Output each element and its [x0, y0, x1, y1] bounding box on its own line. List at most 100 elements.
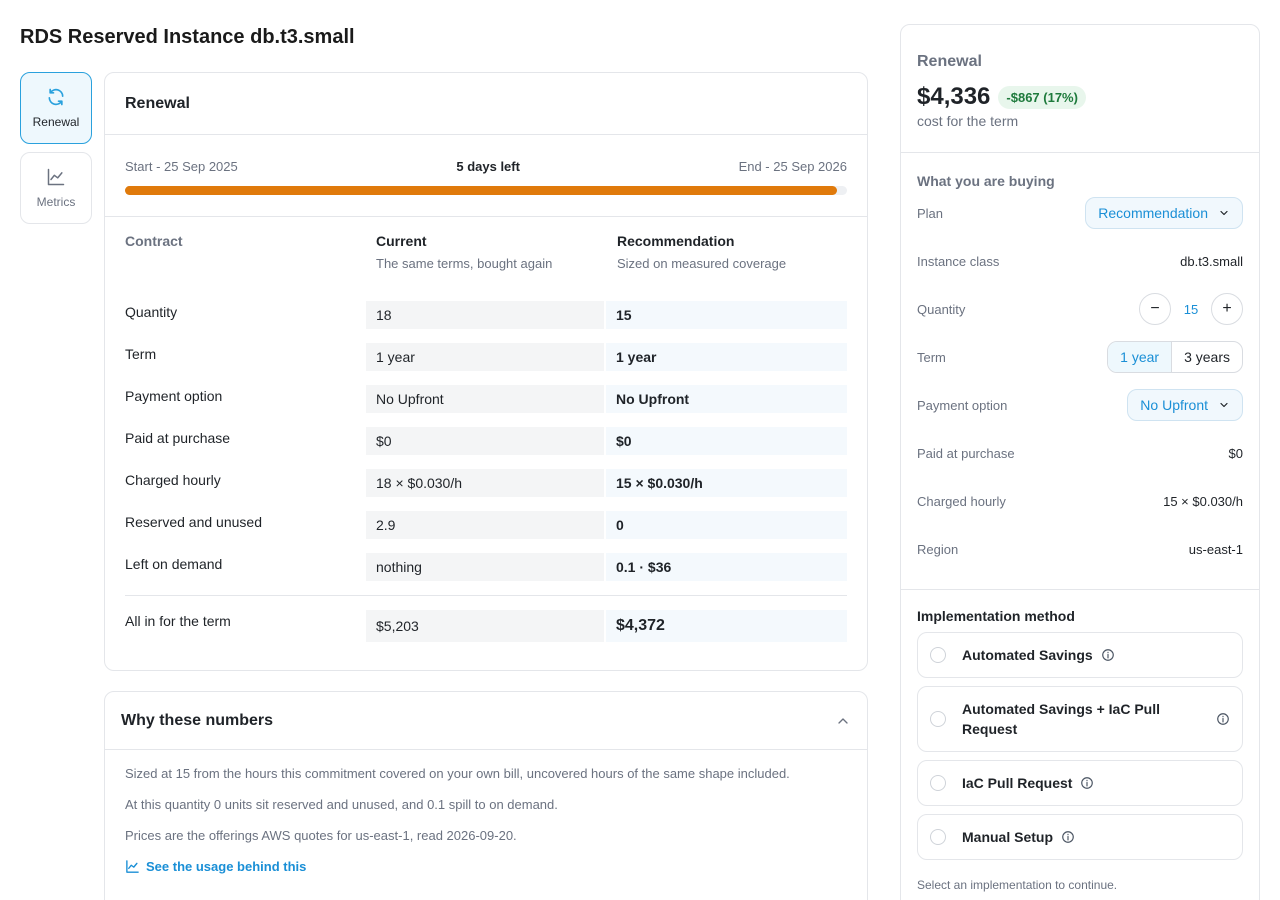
info-icon[interactable]	[1216, 712, 1230, 726]
info-icon[interactable]	[1101, 648, 1115, 662]
total-label: All in for the term	[125, 613, 231, 629]
table-row: Term 1 year 1 year	[125, 343, 847, 385]
decrement-button[interactable]: −	[1139, 293, 1171, 325]
recommended-value: 0.1 · $36	[606, 553, 847, 581]
quantity-value[interactable]: 15	[1183, 301, 1199, 317]
plan-select-value: Recommendation	[1098, 205, 1208, 221]
table-row: Payment option No Upfront No Upfront	[125, 385, 847, 427]
row-label: Quantity	[125, 304, 178, 320]
recommended-value: 15	[606, 301, 847, 329]
region-label: Region	[917, 541, 959, 557]
recommended-value: 1 year	[606, 343, 847, 371]
minus-icon: −	[1150, 300, 1160, 317]
radio-button[interactable]	[930, 829, 946, 845]
buying-section: What you are buying Plan Recommendation …	[901, 153, 1259, 590]
why-line: Sized at 15 from the hours this commitme…	[125, 766, 790, 781]
renewal-card-title: Renewal	[125, 94, 190, 112]
implementation-section: Implementation method Automated Savings …	[901, 590, 1259, 892]
charged-hourly-row: Charged hourly 15 × $0.030/h	[917, 477, 1243, 525]
buying-section-title: What you are buying	[917, 173, 1055, 189]
term-option-3-years[interactable]: 3 years	[1184, 349, 1230, 365]
why-card: Why these numbers Sized at 15 from the h…	[104, 691, 868, 900]
table-row: Quantity 18 15	[125, 301, 847, 343]
info-icon[interactable]	[1080, 776, 1094, 790]
term-option-1-year[interactable]: 1 year	[1108, 342, 1173, 372]
nav-tab-metrics[interactable]: Metrics	[20, 152, 92, 224]
term-progress-bar	[125, 186, 847, 195]
page-title: RDS Reserved Instance db.t3.small	[20, 26, 355, 48]
quantity-row: Quantity − 15 +	[917, 285, 1243, 333]
term-label: Term	[917, 349, 946, 365]
days-left-label: 5 days left	[456, 159, 520, 174]
increment-button[interactable]: +	[1211, 293, 1243, 325]
chevron-up-icon[interactable]	[835, 713, 851, 729]
paid-at-purchase-value: $0	[1228, 445, 1243, 461]
current-value: No Upfront	[366, 385, 604, 413]
payment-option-label: Payment option	[917, 397, 1008, 413]
plan-row: Plan Recommendation	[917, 189, 1243, 237]
radio-button[interactable]	[930, 775, 946, 791]
current-value: 18	[366, 301, 604, 329]
current-value: $0	[366, 427, 604, 455]
radio-button[interactable]	[930, 711, 946, 727]
term-cost-caption: cost for the term	[917, 113, 1019, 129]
table-row: Paid at purchase $0 $0	[125, 427, 847, 469]
plan-select[interactable]: Recommendation	[1085, 197, 1243, 229]
region-row: Region us-east-1	[917, 525, 1243, 573]
why-line: At this quantity 0 units sit reserved an…	[125, 797, 558, 812]
instance-class-row: Instance class db.t3.small	[917, 237, 1243, 285]
contract-table: Contract Current The same terms, bought …	[125, 233, 847, 644]
paid-at-purchase-row: Paid at purchase $0	[917, 429, 1243, 477]
current-value: 1 year	[366, 343, 604, 371]
renewal-card-header: Renewal	[105, 73, 867, 135]
region-value: us-east-1	[1188, 541, 1243, 557]
recommended-value: $0	[606, 427, 847, 455]
recommendation-column-header: Recommendation Sized on measured coverag…	[607, 233, 848, 301]
contract-table-header: Contract Current The same terms, bought …	[125, 233, 847, 301]
implementation-section-title: Implementation method	[917, 608, 1075, 624]
payment-option-select[interactable]: No Upfront	[1127, 389, 1243, 421]
current-value: nothing	[366, 553, 604, 581]
recommendation-column-subtitle: Sized on measured coverage	[617, 256, 787, 271]
refresh-icon	[48, 88, 64, 106]
chevron-down-icon	[1220, 210, 1228, 216]
implementation-option-automated-savings[interactable]: Automated Savings	[917, 632, 1243, 678]
divider	[125, 595, 847, 596]
charged-hourly-value: 15 × $0.030/h	[1163, 493, 1243, 509]
implementation-option-iac-pull-request[interactable]: IaC Pull Request	[917, 760, 1243, 806]
implementation-option-label: Automated Savings	[962, 647, 1093, 663]
why-line: Prices are the offerings AWS quotes for …	[125, 828, 517, 843]
paid-at-purchase-label: Paid at purchase	[917, 445, 1015, 461]
instance-class-label: Instance class	[917, 253, 1000, 269]
contract-column-header: Contract	[125, 233, 183, 249]
nav-tab-renewal[interactable]: Renewal	[20, 72, 92, 144]
see-usage-link[interactable]: See the usage behind this	[125, 859, 847, 874]
current-value: 2.9	[366, 511, 604, 539]
radio-button[interactable]	[930, 647, 946, 663]
payment-option-row: Payment option No Upfront	[917, 381, 1243, 429]
row-label: Term	[125, 346, 157, 362]
row-label: Left on demand	[125, 556, 223, 572]
info-icon[interactable]	[1061, 830, 1075, 844]
recommended-value: 0	[606, 511, 847, 539]
term-toggle: 1 year 3 years	[1107, 341, 1243, 373]
table-row: Reserved and unused 2.9 0	[125, 511, 847, 553]
row-label: Reserved and unused	[125, 514, 262, 530]
current-column-header: Current The same terms, bought again	[366, 233, 607, 301]
instance-class-value: db.t3.small	[1180, 253, 1243, 269]
implementation-option-manual-setup[interactable]: Manual Setup	[917, 814, 1243, 860]
implementation-hint: Select an implementation to continue.	[917, 878, 1118, 892]
term-cost: $4,336	[917, 83, 991, 110]
line-chart-icon	[47, 168, 65, 186]
see-usage-link-label: See the usage behind this	[146, 859, 307, 874]
table-row: Left on demand nothing 0.1 · $36	[125, 553, 847, 595]
chevron-down-icon	[1220, 402, 1228, 408]
implementation-option-label: IaC Pull Request	[962, 775, 1073, 791]
term-row: Term 1 year 3 years	[917, 333, 1243, 381]
panel-summary: Renewal $4,336 -$867 (17%) cost for the …	[901, 25, 1259, 153]
why-card-header[interactable]: Why these numbers	[105, 692, 867, 750]
total-row: All in for the term $5,203 $4,372	[125, 610, 847, 644]
current-column-subtitle: The same terms, bought again	[376, 256, 553, 271]
implementation-option-automated-savings-iac[interactable]: Automated Savings + IaC Pull Request	[917, 686, 1243, 752]
row-label: Payment option	[125, 388, 223, 404]
